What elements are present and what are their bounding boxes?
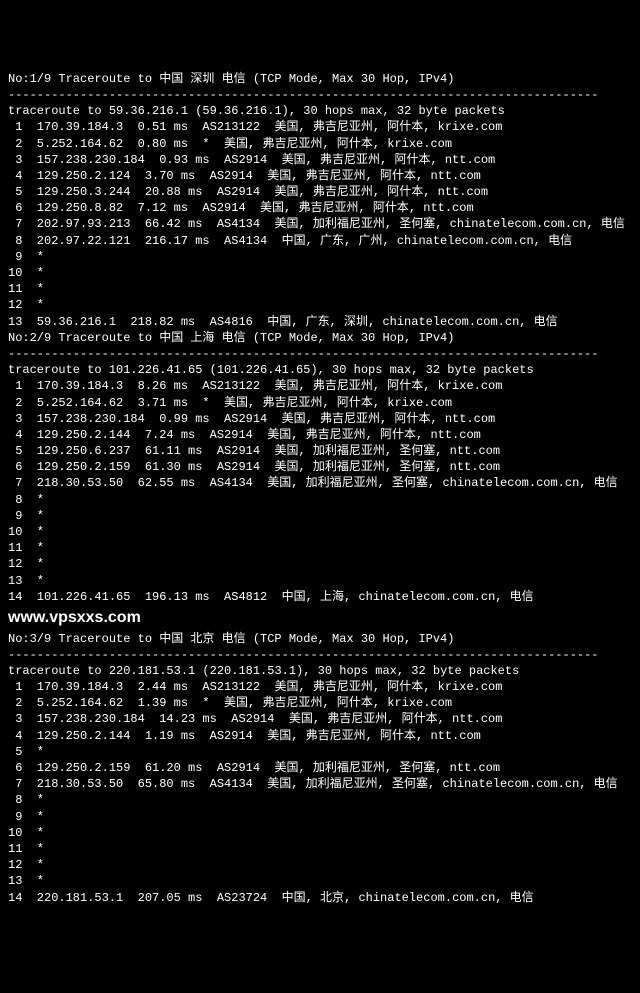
trace-hop: 9 * — [8, 809, 632, 825]
trace-hop: 13 59.36.216.1 218.82 ms AS4816 中国, 广东, … — [8, 314, 632, 330]
trace-hop: 1 170.39.184.3 8.26 ms AS213122 美国, 弗吉尼亚… — [8, 378, 632, 394]
trace-hop: 4 129.250.2.124 3.70 ms AS2914 美国, 弗吉尼亚州… — [8, 168, 632, 184]
trace-divider: ----------------------------------------… — [8, 87, 632, 103]
trace-hop: 10 * — [8, 825, 632, 841]
trace-hop: 6 129.250.2.159 61.30 ms AS2914 美国, 加利福尼… — [8, 459, 632, 475]
trace-header: No:1/9 Traceroute to 中国 深圳 电信 (TCP Mode,… — [8, 71, 632, 87]
trace-command: traceroute to 59.36.216.1 (59.36.216.1),… — [8, 103, 632, 119]
trace-hop: 10 * — [8, 524, 632, 540]
trace-hop: 4 129.250.2.144 1.19 ms AS2914 美国, 弗吉尼亚州… — [8, 728, 632, 744]
trace-hop: 12 * — [8, 857, 632, 873]
trace-hop: 8 * — [8, 792, 632, 808]
trace-hop: 9 * — [8, 508, 632, 524]
trace-hop: 8 202.97.22.121 216.17 ms AS4134 中国, 广东,… — [8, 233, 632, 249]
trace-hop: 14 101.226.41.65 196.13 ms AS4812 中国, 上海… — [8, 589, 632, 605]
trace-hop: 9 * — [8, 249, 632, 265]
trace-hop: 13 * — [8, 573, 632, 589]
trace-divider: ----------------------------------------… — [8, 647, 632, 663]
trace-command: traceroute to 220.181.53.1 (220.181.53.1… — [8, 663, 632, 679]
trace-hop: 6 129.250.2.159 61.20 ms AS2914 美国, 加利福尼… — [8, 760, 632, 776]
terminal-output: No:1/9 Traceroute to 中国 深圳 电信 (TCP Mode,… — [8, 71, 632, 906]
trace-hop: 3 157.238.230.184 0.93 ms AS2914 美国, 弗吉尼… — [8, 152, 632, 168]
trace-hop: 2 5.252.164.62 3.71 ms * 美国, 弗吉尼亚州, 阿什本,… — [8, 395, 632, 411]
trace-hop: 2 5.252.164.62 0.80 ms * 美国, 弗吉尼亚州, 阿什本,… — [8, 136, 632, 152]
trace-hop: 10 * — [8, 265, 632, 281]
trace-hop: 14 220.181.53.1 207.05 ms AS23724 中国, 北京… — [8, 890, 632, 906]
trace-divider: ----------------------------------------… — [8, 346, 632, 362]
trace-hop: 7 202.97.93.213 66.42 ms AS4134 美国, 加利福尼… — [8, 216, 632, 232]
trace-header: No:3/9 Traceroute to 中国 北京 电信 (TCP Mode,… — [8, 631, 632, 647]
trace-hop: 11 * — [8, 540, 632, 556]
trace-hop: 5 129.250.3.244 20.88 ms AS2914 美国, 弗吉尼亚… — [8, 184, 632, 200]
trace-hop: 8 * — [8, 492, 632, 508]
watermark: www.vpsxxs.com — [8, 607, 632, 629]
trace-hop: 3 157.238.230.184 0.99 ms AS2914 美国, 弗吉尼… — [8, 411, 632, 427]
trace-hop: 12 * — [8, 556, 632, 572]
trace-header: No:2/9 Traceroute to 中国 上海 电信 (TCP Mode,… — [8, 330, 632, 346]
trace-hop: 7 218.30.53.50 65.80 ms AS4134 美国, 加利福尼亚… — [8, 776, 632, 792]
trace-hop: 6 129.250.8.82 7.12 ms AS2914 美国, 弗吉尼亚州,… — [8, 200, 632, 216]
trace-command: traceroute to 101.226.41.65 (101.226.41.… — [8, 362, 632, 378]
trace-hop: 12 * — [8, 297, 632, 313]
trace-hop: 1 170.39.184.3 2.44 ms AS213122 美国, 弗吉尼亚… — [8, 679, 632, 695]
trace-hop: 5 * — [8, 744, 632, 760]
trace-hop: 7 218.30.53.50 62.55 ms AS4134 美国, 加利福尼亚… — [8, 475, 632, 491]
trace-hop: 11 * — [8, 281, 632, 297]
trace-hop: 3 157.238.230.184 14.23 ms AS2914 美国, 弗吉… — [8, 711, 632, 727]
trace-hop: 11 * — [8, 841, 632, 857]
trace-hop: 1 170.39.184.3 0.51 ms AS213122 美国, 弗吉尼亚… — [8, 119, 632, 135]
trace-hop: 13 * — [8, 873, 632, 889]
trace-hop: 4 129.250.2.144 7.24 ms AS2914 美国, 弗吉尼亚州… — [8, 427, 632, 443]
trace-hop: 2 5.252.164.62 1.39 ms * 美国, 弗吉尼亚州, 阿什本,… — [8, 695, 632, 711]
trace-hop: 5 129.250.6.237 61.11 ms AS2914 美国, 加利福尼… — [8, 443, 632, 459]
